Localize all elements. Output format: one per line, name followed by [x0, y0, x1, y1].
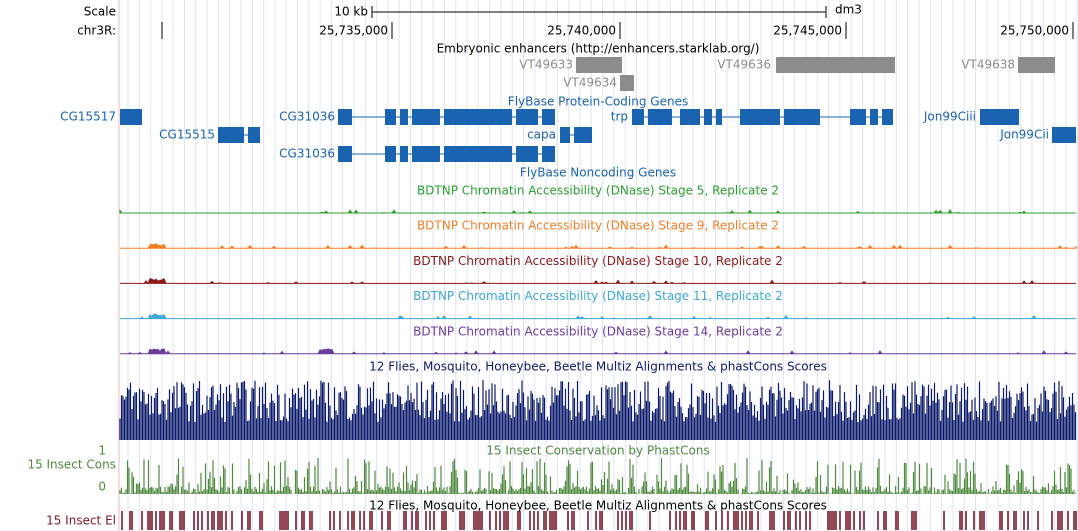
enhancer-label: VT49636 [717, 58, 771, 72]
enhancer [1018, 57, 1055, 73]
gene-exon [574, 127, 592, 143]
gene-exon [870, 109, 878, 125]
phastcons-signal [119, 458, 1077, 494]
gene-exon [980, 109, 1019, 125]
conserved-elements [121, 511, 1077, 530]
gene-exon [850, 109, 866, 125]
assembly: dm3 [835, 3, 862, 17]
gene-exon [516, 109, 538, 125]
position-label: 25,745,000 [773, 24, 842, 38]
grid [127, 0, 1078, 531]
enhancer-label: VT49633 [519, 58, 573, 72]
enhancer [776, 57, 895, 73]
gene-exon [516, 146, 538, 162]
gene-label: CG15517 [60, 110, 116, 124]
scale-label: Scale [84, 5, 116, 19]
gene-exon [120, 109, 142, 125]
gene-exon [412, 146, 440, 162]
gene-exon [542, 146, 555, 162]
gene-exon [632, 109, 644, 125]
gene-exon [385, 146, 396, 162]
track-title: FlyBase Protein-Coding Genes [508, 95, 688, 109]
track-title: 12 Flies, Mosquito, Honeybee, Beetle Mul… [369, 360, 827, 374]
track-title: BDTNP Chromatin Accessibility (DNase) St… [413, 289, 783, 303]
gene-label: CG31036 [279, 110, 335, 124]
position-label: 25,735,000 [319, 24, 388, 38]
side-label: 15 Insect El [46, 514, 116, 528]
scale-bar [371, 6, 827, 18]
signal [120, 313, 1076, 320]
gene-exon [680, 109, 700, 125]
track-title: FlyBase Noncoding Genes [520, 166, 676, 180]
conservation-signal [119, 380, 1077, 440]
signal [119, 208, 1076, 214]
enhancer [576, 57, 622, 73]
position-label: 25,750,000 [1000, 24, 1069, 38]
gene-exon [542, 109, 555, 125]
track-title: 15 Insect Conservation by PhastCons [486, 444, 709, 458]
track-title: BDTNP Chromatin Accessibility (DNase) St… [413, 324, 783, 338]
gene-exon [385, 109, 396, 125]
gene-exon [704, 109, 712, 125]
track-title: BDTNP Chromatin Accessibility (DNase) St… [417, 184, 779, 198]
track-title: Embryonic enhancers (http://enhancers.st… [437, 42, 760, 56]
gene-exon [716, 109, 722, 125]
gene-exon [338, 109, 352, 125]
gene-exon [444, 109, 512, 125]
gene-label: Jon99Ciii [923, 110, 976, 124]
enhancer-label: VT49634 [563, 76, 617, 90]
track-title: BDTNP Chromatin Accessibility (DNase) St… [413, 254, 783, 268]
gene-label: CG31036 [279, 147, 335, 161]
position-label: 25,740,000 [547, 24, 616, 38]
enhancer [620, 75, 634, 91]
chrom-label: chr3R: [77, 24, 116, 38]
gene-exon [400, 109, 408, 125]
scale-bar-label: 10 kb [334, 5, 368, 19]
gene-label: trp [611, 110, 628, 124]
gene-exon [882, 109, 893, 125]
signal [120, 243, 1077, 249]
gene-exon [338, 146, 352, 162]
gene-exon [412, 109, 440, 125]
gene-exon [1052, 127, 1076, 143]
signal [120, 277, 1076, 285]
gene-exon [740, 109, 780, 125]
gene-exon [248, 127, 260, 143]
gene-exon [444, 146, 512, 162]
enhancer-label: VT49638 [961, 58, 1015, 72]
signal [120, 348, 1076, 355]
y-max: 1 [98, 444, 106, 458]
gene-exon [218, 127, 244, 143]
gene-label: CG15515 [159, 128, 215, 142]
track-title: 12 Flies, Mosquito, Honeybee, Beetle Mul… [369, 499, 827, 513]
y-min: 0 [98, 480, 106, 494]
gene-exon [648, 109, 672, 125]
gene-label: Jon99Cii [999, 128, 1049, 142]
gene-label: capa [527, 128, 556, 142]
track-title: BDTNP Chromatin Accessibility (DNase) St… [417, 219, 779, 233]
side-label: 15 Insect Cons [27, 458, 116, 472]
gene-exon [560, 127, 570, 143]
gene-exon [784, 109, 820, 125]
gene-exon [400, 146, 408, 162]
